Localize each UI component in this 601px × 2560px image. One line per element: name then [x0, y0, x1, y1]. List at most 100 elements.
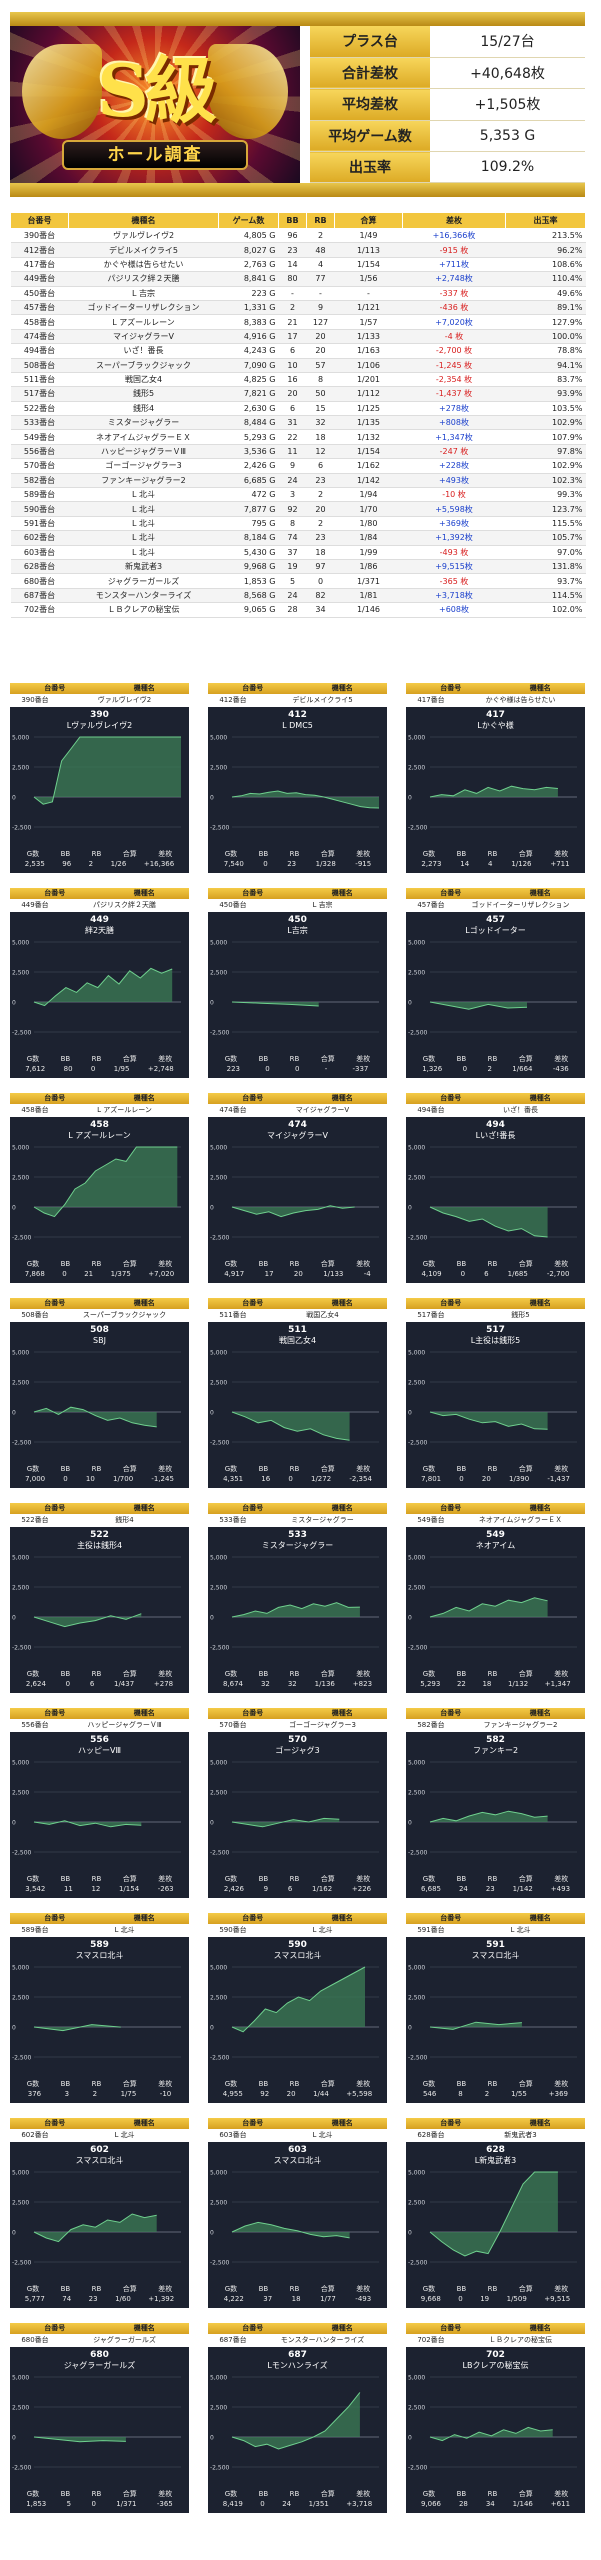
- table-row[interactable]: 449番台 パジリスク絆２天膳 8,841 G 80 77 1/56 +2,748枚 110.…: [10, 271, 586, 287]
- y-tick-label: -2,500: [408, 1850, 428, 1857]
- table-row[interactable]: 680番台 ジャグラーガールズ 1,853 G 5 0 1/371 -365 枚 93.7%: [10, 573, 586, 589]
- graph-title: 590: [288, 1940, 307, 1950]
- table-row[interactable]: 458番台 L アズールレーン 8,383 G 21 127 1/57 +7,020枚 127…: [10, 314, 586, 330]
- machine-card[interactable]: 台番号 機種名 449番台 パジリスク絆２天膳 449 絆2天膳 5,000 2,500 0 -2…: [10, 888, 189, 1078]
- machine-card[interactable]: 台番号 機種名 494番台 いざ！番長 494 Lいざ!番長 5,000 2,500 0 -2,5…: [406, 1093, 585, 1283]
- stat-bb: 28: [458, 2500, 468, 2508]
- card-header-no-label: 台番号: [242, 2324, 264, 2332]
- machine-card[interactable]: 台番号 機種名 517番台 銭形5 517 L主役は銭形5 5,000 2,500 0 -2,50…: [406, 1298, 585, 1488]
- cell-combined: 1/57: [334, 314, 403, 330]
- table-row[interactable]: 589番台 L 北斗 472 G 3 2 1/94 -10 枚 99.3%: [10, 487, 586, 503]
- cell-bb: 11: [278, 444, 307, 460]
- cell-rb: 127: [306, 314, 335, 330]
- stat-diff: +369: [548, 2090, 568, 2098]
- machine-card[interactable]: 台番号 機種名 417番台 かぐや様は告らせたい 417 Lかぐや様 5,000 2,500 0…: [406, 683, 585, 873]
- stat-label: RB: [91, 1465, 102, 1473]
- machine-card[interactable]: 台番号 機種名 522番台 銭形4 522 主役は銭形4 5,000 2,500 0 -2,500…: [10, 1503, 189, 1693]
- table-row[interactable]: 508番台 スーパーブラックジャック 7,090 G 10 57 1/106 -1,245 …: [10, 358, 586, 373]
- card-machine-no: 556番台: [21, 1721, 49, 1729]
- table-row[interactable]: 522番台 銭形4 2,630 G 6 15 1/125 +278枚 103.5%: [10, 401, 586, 417]
- table-row[interactable]: 390番台 ヴァルヴレイヴ2 4,805 G 96 2 1/49 +16,366枚 213.5…: [10, 228, 586, 244]
- table-row[interactable]: 417番台 かぐや様は告らせたい 2,763 G 14 4 1/154 +711枚 108.6…: [10, 257, 586, 273]
- y-tick-label: 5,000: [210, 2170, 227, 2177]
- cell-machine-no: 517番台: [10, 386, 69, 402]
- y-tick-label: 0: [408, 2435, 412, 2442]
- table-row[interactable]: 549番台 ネオアイムジャグラーＥＸ 5,293 G 22 18 1/132 +1,347枚…: [10, 429, 586, 445]
- stat-bb: 0: [265, 1065, 270, 1073]
- stat-label: 合算: [122, 1465, 137, 1473]
- stat-labels: G数 BB RB 合算 差枚: [208, 1669, 387, 1679]
- table-row[interactable]: 602番台 L 北斗 8,184 G 74 23 1/84 +1,392枚 105.7%: [10, 530, 586, 546]
- machine-card[interactable]: 台番号 機種名 590番台 L 北斗 590 スマスロ北斗 5,000 2,500 0 -2,50…: [208, 1913, 387, 2103]
- stat-label: BB: [258, 1465, 269, 1473]
- y-tick-label: 5,000: [408, 940, 425, 947]
- table-row[interactable]: 511番台 戦国乙女4 4,825 G 16 8 1/201 -2,354 枚 83.7%: [10, 372, 586, 388]
- machine-card[interactable]: 台番号 機種名 508番台 スーパーブラックジャック 508 SBJ 5,000 2,500 0…: [10, 1298, 189, 1488]
- slump-area: [232, 791, 379, 808]
- cell-payout: 94.1%: [505, 358, 586, 373]
- table-row[interactable]: 687番台 モンスターハンターライズ 8,568 G 24 82 1/81 +3,718枚 1…: [10, 588, 586, 604]
- table-row[interactable]: 517番台 銭形5 7,821 G 20 50 1/112 -1,437 枚 93.9%: [10, 386, 586, 402]
- machine-card[interactable]: 台番号 機種名 474番台 マイジャグラーV 474 マイジャグラーV 5,000 2,500…: [208, 1093, 387, 1283]
- machine-card[interactable]: 台番号 機種名 603番台 L 北斗 603 スマスロ北斗 5,000 2,500 0 -2,50…: [208, 2118, 387, 2308]
- stat-diff: +16,366: [143, 860, 175, 868]
- card-machine-no: 591番台: [417, 1926, 445, 1934]
- machine-card[interactable]: 台番号 機種名 412番台 デビルメイクライ5 412 L DMC5 5,000 2,500 0…: [208, 683, 387, 873]
- machine-card[interactable]: 台番号 機種名 582番台 ファンキージャグラー2 582 ファンキー2 5,000 2,50…: [406, 1708, 585, 1898]
- machine-card[interactable]: 台番号 機種名 450番台 L 吉宗 450 L吉宗 5,000 2,500 0 -2,500 G数…: [208, 888, 387, 1078]
- cell-games: 5,293 G: [218, 429, 279, 445]
- table-row[interactable]: 556番台 ハッピージャグラーＶⅢ 3,536 G 11 12 1/154 -247 枚 97…: [10, 444, 586, 460]
- machine-card[interactable]: 台番号 機種名 591番台 L 北斗 591 スマスロ北斗 5,000 2,500 0 -2,50…: [406, 1913, 585, 2103]
- card-id-row: 417番台 かぐや様は告らせたい: [406, 694, 585, 707]
- card-machine-name: ミスタージャグラー: [291, 1516, 354, 1524]
- stat-rb: 4: [488, 860, 493, 868]
- table-row[interactable]: 494番台 いざ！番長 4,243 G 6 20 1/163 -2,700 枚 78.8%: [10, 343, 586, 359]
- graph-title: 412: [288, 710, 307, 720]
- stat-values: 4,351 16 0 1/272 -2,354: [208, 1474, 387, 1484]
- stat-label: 差枚: [554, 2080, 569, 2088]
- summary-table: プラス台 15/27台 合計差枚 +40,648枚 平均差枚 +1,505枚 平均ゲー…: [310, 26, 585, 184]
- machine-card[interactable]: 台番号 機種名 533番台 ミスタージャグラー 533 ミスタージャグラー 5,000 2,5…: [208, 1503, 387, 1693]
- table-row[interactable]: 412番台 デビルメイクライ5 8,027 G 23 48 1/113 -915 枚 96.2…: [10, 242, 586, 258]
- machine-card[interactable]: 台番号 機種名 589番台 L 北斗 589 スマスロ北斗 5,000 2,500 0 -2,50…: [10, 1913, 189, 2103]
- machine-card[interactable]: 台番号 機種名 680番台 ジャグラーガールズ 680 ジャグラーガールズ 5,000 2,5…: [10, 2323, 189, 2513]
- table-row[interactable]: 450番台 L 吉宗 223 G - - - -337 枚 49.6%: [10, 286, 586, 301]
- stat-labels: G数 BB RB 合算 差枚: [208, 1464, 387, 1474]
- machine-card[interactable]: 台番号 機種名 687番台 モンスターハンターライズ 687 Lモンハンライズ 5,000 2…: [208, 2323, 387, 2513]
- table-row[interactable]: 590番台 L 北斗 7,877 G 92 20 1/70 +5,598枚 123.7%: [10, 501, 586, 517]
- summary-label: 出玉率: [310, 151, 430, 184]
- card-machine-no: 458番台: [21, 1106, 49, 1114]
- machine-card[interactable]: 台番号 機種名 549番台 ネオアイムジャグラーＥＸ 549 ネオアイム 5,000 2,50…: [406, 1503, 585, 1693]
- table-row[interactable]: 533番台 ミスタージャグラー 8,484 G 31 32 1/135 +808枚 102.9…: [10, 415, 586, 431]
- y-tick-label: 2,500: [210, 765, 227, 772]
- graph-title: 680: [90, 2350, 109, 2360]
- table-row[interactable]: 702番台 ＬＢクレアの秘宝伝 9,065 G 28 34 1/146 +608枚 102.0…: [10, 602, 586, 618]
- table-row[interactable]: 591番台 L 北斗 795 G 8 2 1/80 +369枚 115.5%: [10, 516, 586, 532]
- machine-card[interactable]: 台番号 機種名 628番台 新鬼武者3 628 L新鬼武者3 5,000 2,500 0 -2,5…: [406, 2118, 585, 2308]
- slump-area: [34, 968, 173, 1006]
- stat-label: G数: [26, 850, 40, 858]
- table-row[interactable]: 570番台 ゴーゴージャグラー3 2,426 G 9 6 1/162 +228枚 102.9%: [10, 458, 586, 474]
- table-row[interactable]: 474番台 マイジャグラーV 4,916 G 17 20 1/133 -4 枚 100.0%: [10, 329, 586, 345]
- machine-card[interactable]: 台番号 機種名 602番台 L 北斗 602 スマスロ北斗 5,000 2,500 0 -2,50…: [10, 2118, 189, 2308]
- table-row[interactable]: 628番台 新鬼武者3 9,968 G 19 97 1/86 +9,515枚 131.8%: [10, 559, 586, 575]
- cell-combined: -: [334, 286, 403, 301]
- machine-card[interactable]: 台番号 機種名 702番台 ＬＢクレアの秘宝伝 702 LBクレアの秘宝伝 5,000 2,5…: [406, 2323, 585, 2513]
- machine-card[interactable]: 台番号 機種名 390番台 ヴァルヴレイヴ2 390 Lヴァルヴレイヴ2 5,000 2,50…: [10, 683, 189, 873]
- stat-g: 2,426: [223, 1885, 244, 1893]
- card-id-row: 570番台 ゴーゴージャグラー3: [208, 1719, 387, 1732]
- machine-card[interactable]: 台番号 機種名 458番台 L アズールレーン 458 L アズールレーン 5,000 2,5…: [10, 1093, 189, 1283]
- stat-diff: -436: [552, 1065, 569, 1073]
- machine-card[interactable]: 台番号 機種名 511番台 戦国乙女4 511 戦国乙女4 5,000 2,500 0 -2,50…: [208, 1298, 387, 1488]
- stat-diff: +1,392: [148, 2295, 175, 2303]
- machine-card[interactable]: 台番号 機種名 570番台 ゴーゴージャグラー3 570 ゴージャグ3 5,000 2,500…: [208, 1708, 387, 1898]
- stat-labels: G数 BB RB 合算 差枚: [10, 2489, 189, 2499]
- machine-card[interactable]: 台番号 機種名 556番台 ハッピージャグラーＶⅢ 556 ハッピーVⅢ 5,000 2,50…: [10, 1708, 189, 1898]
- machine-card[interactable]: 台番号 機種名 457番台 ゴッドイーターリザレクション 457 Lゴッドイーター 5,00…: [406, 888, 585, 1078]
- table-row[interactable]: 582番台 ファンキージャグラー2 6,685 G 24 23 1/142 +493枚 102…: [10, 473, 586, 489]
- table-row[interactable]: 603番台 L 北斗 5,430 G 37 18 1/99 -493 枚 97.0%: [10, 545, 586, 560]
- stat-label: BB: [60, 850, 71, 858]
- cell-rb: 20: [306, 343, 335, 359]
- y-tick-label: -2,500: [210, 1645, 230, 1652]
